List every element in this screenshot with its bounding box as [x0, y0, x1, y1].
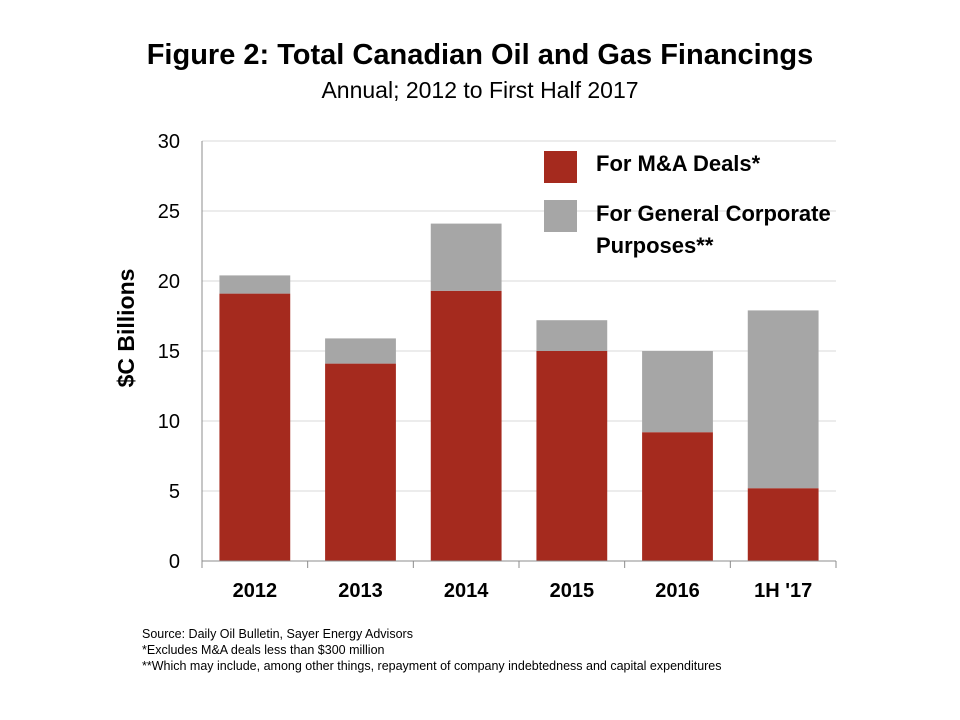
y-tick-labels: 0 5 10 15 20 25 30 [158, 131, 180, 573]
bar-ma-deals-2013 [325, 363, 396, 561]
legend-label: Purposes** [596, 233, 714, 258]
legend-label: For General Corporate [596, 201, 831, 226]
y-axis-label: $C Billions [113, 269, 139, 388]
x-tick-label: 2016 [655, 580, 700, 602]
y-tick-label: 15 [158, 341, 180, 363]
y-tick-label: 20 [158, 271, 180, 293]
footnotes: Source: Daily Oil Bulletin, Sayer Energy… [142, 626, 722, 674]
legend: For M&A Deals* For General Corporate Purpo… [544, 151, 831, 258]
axes [201, 141, 837, 568]
bar-ma-deals-2012 [219, 293, 291, 561]
y-tick-label: 10 [158, 411, 180, 433]
bar-general-purposes-2015 [536, 320, 608, 351]
bar-general-purposes-2014 [430, 223, 502, 291]
source-note: Source: Daily Oil Bulletin, Sayer Energy… [142, 627, 413, 641]
x-tick-label: 2012 [233, 580, 278, 602]
bar-ma-deals-2015 [536, 351, 608, 561]
footnote-ma: *Excludes M&A deals less than $300 milli… [142, 643, 385, 657]
x-tick-label: 1H '17 [754, 580, 812, 602]
x-tick-label: 2015 [550, 580, 595, 602]
bar-general-purposes-2012 [219, 275, 291, 294]
gridlines [202, 140, 836, 492]
y-tick-label: 25 [158, 201, 180, 223]
footnote-general: **Which may include, among other things,… [142, 659, 722, 673]
bar-general-purposes-1H17 [747, 310, 819, 489]
x-tick-label: 2013 [338, 580, 383, 602]
legend-label: For M&A Deals* [596, 151, 761, 176]
bars [219, 223, 819, 561]
y-tick-label: 30 [158, 131, 180, 153]
x-tick-labels: 2012 2013 2014 2015 2016 1H '17 [233, 580, 813, 602]
bar-ma-deals-2016 [642, 432, 713, 561]
bar-general-purposes-2013 [325, 338, 396, 364]
y-tick-label: 0 [169, 551, 180, 573]
legend-swatch [544, 151, 577, 183]
bar-ma-deals-2014 [430, 290, 502, 561]
bar-ma-deals-1H17 [747, 488, 819, 561]
legend-swatch [544, 200, 577, 232]
x-tick-label: 2014 [444, 580, 489, 602]
chart-title: Figure 2: Total Canadian Oil and Gas Fin… [146, 39, 814, 71]
y-tick-label: 5 [169, 481, 180, 503]
chart-subtitle: Annual; 2012 to First Half 2017 [321, 77, 639, 103]
bar-general-purposes-2016 [642, 351, 713, 433]
